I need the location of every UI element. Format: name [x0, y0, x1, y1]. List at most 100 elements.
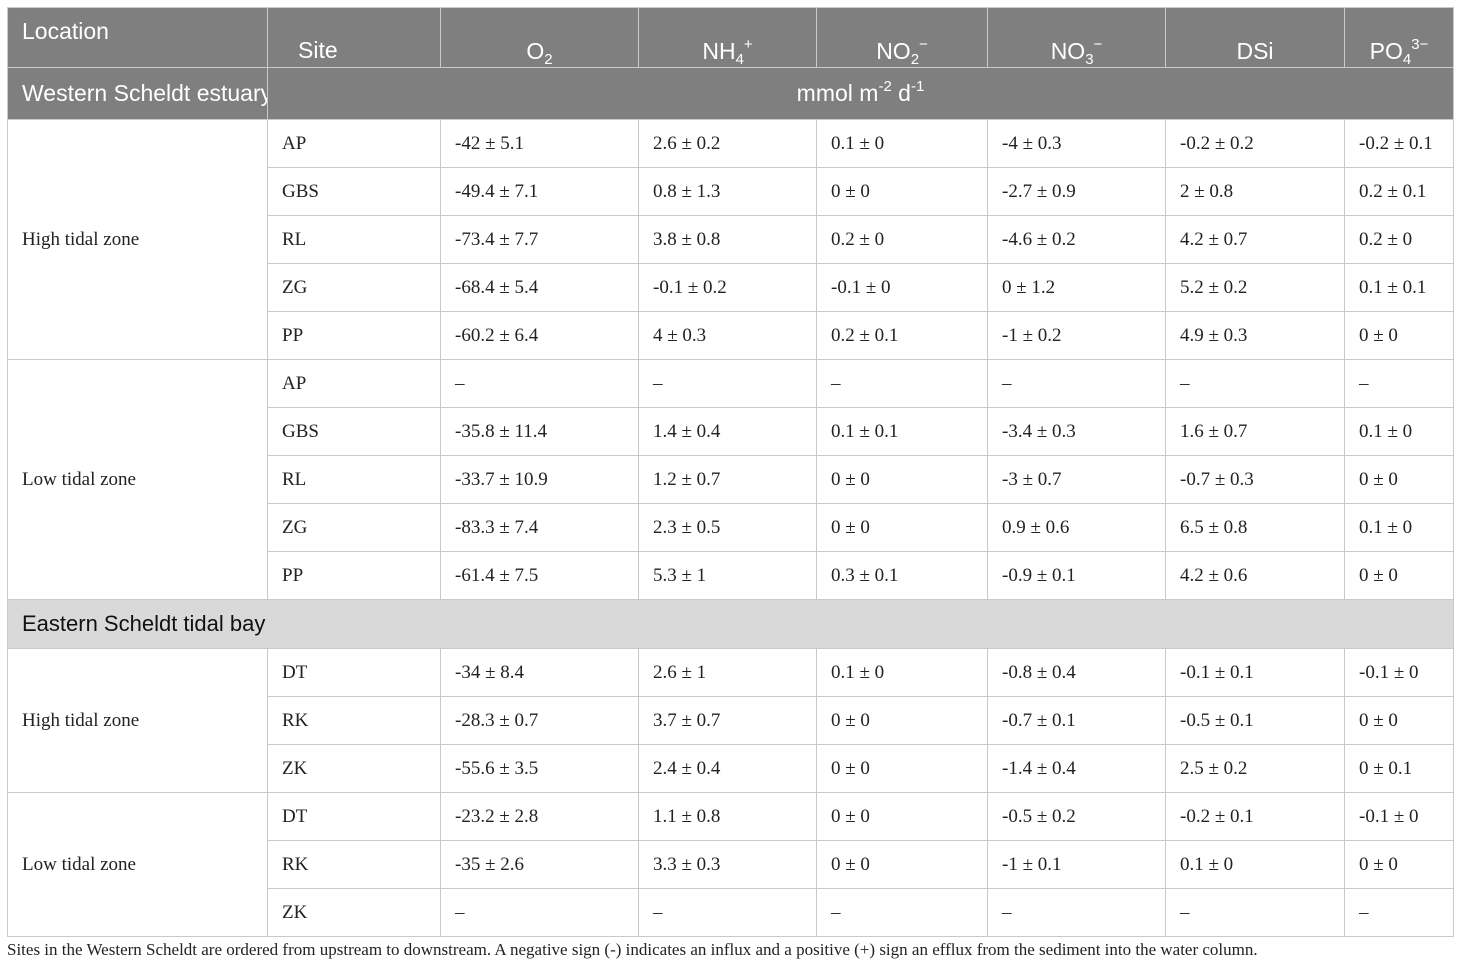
header-dsi: DSi — [1165, 7, 1345, 68]
zone-label: Low tidal zone — [7, 792, 268, 937]
dsi-cell: -0.2 ± 0.1 — [1165, 792, 1345, 841]
nh4-cell: – — [638, 888, 817, 937]
table-row: ZK -55.6 ± 3.5 2.4 ± 0.4 0 ± 0 -1.4 ± 0.4 2.5… — [8, 744, 1454, 793]
dsi-cell: – — [1165, 888, 1345, 937]
header-po4: PO43− — [1344, 7, 1454, 68]
dsi-cell: 5.2 ± 0.2 — [1165, 263, 1345, 312]
dsi-cell: 1.6 ± 0.7 — [1165, 407, 1345, 456]
po4-cell: -0.1 ± 0 — [1344, 792, 1454, 841]
dsi-cell: 6.5 ± 0.8 — [1165, 503, 1345, 552]
dsi-cell: 4.2 ± 0.6 — [1165, 551, 1345, 600]
o2-cell: – — [440, 888, 639, 937]
po4-cell: 0.2 ± 0 — [1344, 215, 1454, 264]
no3-cell: -1.4 ± 0.4 — [987, 744, 1166, 793]
no2-cell: 0 ± 0 — [816, 455, 988, 504]
no3-cell: – — [987, 888, 1166, 937]
site-cell: ZK — [267, 744, 441, 793]
o2-cell: -49.4 ± 7.1 — [440, 167, 639, 216]
no3-cell: -1 ± 0.2 — [987, 311, 1166, 360]
o2-cell: -33.7 ± 10.9 — [440, 455, 639, 504]
dsi-cell: 4.2 ± 0.7 — [1165, 215, 1345, 264]
site-cell: GBS — [267, 407, 441, 456]
table-row: GBS -49.4 ± 7.1 0.8 ± 1.3 0 ± 0 -2.7 ± 0.9 2 … — [8, 167, 1454, 216]
dsi-cell: 4.9 ± 0.3 — [1165, 311, 1345, 360]
zone-label: High tidal zone — [7, 648, 268, 793]
po4-cell: 0 ± 0.1 — [1344, 744, 1454, 793]
site-cell: PP — [267, 551, 441, 600]
nh4-cell: 1.4 ± 0.4 — [638, 407, 817, 456]
o2-cell: -23.2 ± 2.8 — [440, 792, 639, 841]
section-row: Eastern Scheldt tidal bay — [7, 599, 1454, 649]
no3-cell: -4.6 ± 0.2 — [987, 215, 1166, 264]
dsi-cell: 2 ± 0.8 — [1165, 167, 1345, 216]
no2-cell: 0 ± 0 — [816, 792, 988, 841]
site-cell: RK — [267, 840, 441, 889]
units-label: mmol m-2 d-1 — [267, 67, 1454, 120]
nh4-cell: 3.7 ± 0.7 — [638, 696, 817, 745]
header-units-row: Western Scheldt estuary mmol m-2 d-1 — [7, 67, 1454, 120]
table-row: PP -60.2 ± 6.4 4 ± 0.3 0.2 ± 0.1 -1 ± 0.2 4.9… — [8, 311, 1454, 360]
nh4-cell: 5.3 ± 1 — [638, 551, 817, 600]
header-no3: NO3− — [987, 7, 1166, 68]
header-o2: O2 — [440, 7, 639, 68]
header-location: Location — [7, 7, 268, 68]
o2-cell: -34 ± 8.4 — [440, 648, 639, 697]
o2-cell: -35 ± 2.6 — [440, 840, 639, 889]
nh4-cell: 1.2 ± 0.7 — [638, 455, 817, 504]
po4-cell: 0.2 ± 0.1 — [1344, 167, 1454, 216]
no3-cell: -0.5 ± 0.2 — [987, 792, 1166, 841]
po4-cell: 0.1 ± 0 — [1344, 503, 1454, 552]
table-row: Low tidal zone AP – – – – – – — [7, 359, 1454, 600]
no2-cell: – — [816, 359, 988, 408]
site-cell: RK — [267, 696, 441, 745]
o2-cell: -28.3 ± 0.7 — [440, 696, 639, 745]
dsi-cell: -0.7 ± 0.3 — [1165, 455, 1345, 504]
site-cell: ZG — [267, 263, 441, 312]
site-cell: DT — [267, 792, 441, 841]
no3-cell: -3 ± 0.7 — [987, 455, 1166, 504]
table-row: ZK – – – – – – — [8, 888, 1454, 937]
site-cell: RL — [267, 455, 441, 504]
no3-cell: -3.4 ± 0.3 — [987, 407, 1166, 456]
table-row: PP -61.4 ± 7.5 5.3 ± 1 0.3 ± 0.1 -0.9 ± 0.1 4… — [8, 551, 1454, 600]
po4-cell: – — [1344, 888, 1454, 937]
no2-cell: – — [816, 888, 988, 937]
section-title: Eastern Scheldt tidal bay — [7, 599, 1454, 649]
po4-cell: 0.1 ± 0 — [1344, 407, 1454, 456]
no2-cell: -0.1 ± 0 — [816, 263, 988, 312]
po4-cell: 0 ± 0 — [1344, 311, 1454, 360]
nh4-cell: 2.4 ± 0.4 — [638, 744, 817, 793]
po4-cell: 0.1 ± 0.1 — [1344, 263, 1454, 312]
zone-label: High tidal zone — [7, 119, 268, 360]
nh4-cell: 4 ± 0.3 — [638, 311, 817, 360]
table-row: High tidal zone DT -34 ± 8.4 2.6 ± 1 0.1 ± 0… — [7, 648, 1454, 793]
no2-cell: 0 ± 0 — [816, 744, 988, 793]
nh4-cell: 1.1 ± 0.8 — [638, 792, 817, 841]
table-row: RL -33.7 ± 10.9 1.2 ± 0.7 0 ± 0 -3 ± 0.7 -0.7… — [8, 455, 1454, 504]
no2-cell: 0.2 ± 0.1 — [816, 311, 988, 360]
site-cell: AP — [267, 359, 441, 408]
nh4-cell: 0.8 ± 1.3 — [638, 167, 817, 216]
o2-cell: -35.8 ± 11.4 — [440, 407, 639, 456]
no3-cell: – — [987, 359, 1166, 408]
dsi-cell: 2.5 ± 0.2 — [1165, 744, 1345, 793]
no3-cell: -0.8 ± 0.4 — [987, 648, 1166, 697]
header-no2: NO2− — [816, 7, 988, 68]
table-row: RL -73.4 ± 7.7 3.8 ± 0.8 0.2 ± 0 -4.6 ± 0.2 4… — [8, 215, 1454, 264]
o2-cell: -55.6 ± 3.5 — [440, 744, 639, 793]
header-row: Location Site O2 NH4+ NO2− NO3− DSi PO43… — [7, 7, 1454, 68]
o2-cell: -68.4 ± 5.4 — [440, 263, 639, 312]
no2-cell: 0 ± 0 — [816, 167, 988, 216]
o2-cell: -83.3 ± 7.4 — [440, 503, 639, 552]
site-cell: ZK — [267, 888, 441, 937]
no3-cell: -4 ± 0.3 — [987, 119, 1166, 168]
no3-cell: -1 ± 0.1 — [987, 840, 1166, 889]
nh4-cell: 3.8 ± 0.8 — [638, 215, 817, 264]
header-nh4: NH4+ — [638, 7, 817, 68]
no2-cell: 0.1 ± 0.1 — [816, 407, 988, 456]
no2-cell: 0.2 ± 0 — [816, 215, 988, 264]
dsi-cell: -0.5 ± 0.1 — [1165, 696, 1345, 745]
table-row: ZG -83.3 ± 7.4 2.3 ± 0.5 0 ± 0 0.9 ± 0.6 6.5 … — [8, 503, 1454, 552]
o2-cell: -61.4 ± 7.5 — [440, 551, 639, 600]
